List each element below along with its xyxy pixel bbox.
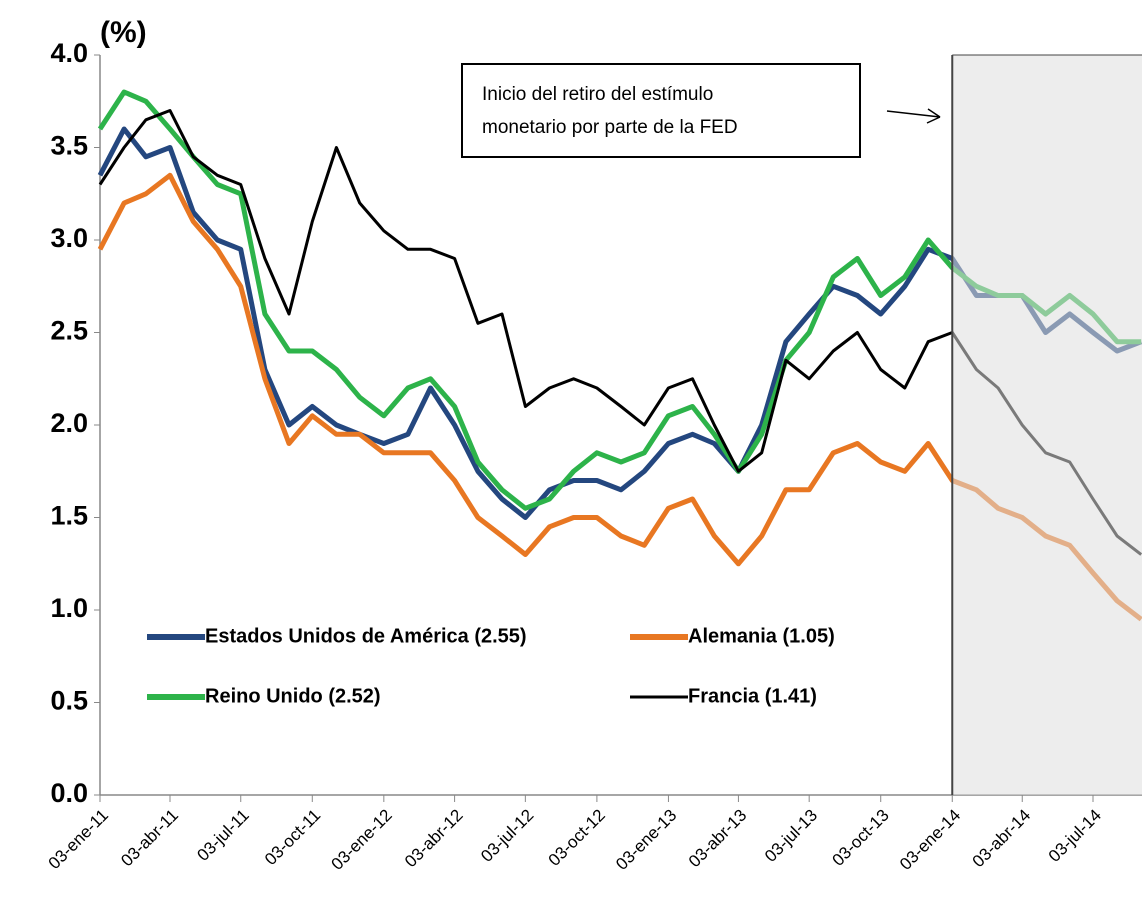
arrow-head (926, 108, 941, 124)
annotation-text: monetario por parte de la FED (482, 117, 738, 138)
y-tick-label: 0.0 (50, 778, 88, 808)
x-tick-label: 03-jul-14 (1045, 806, 1105, 866)
y-tick-label: 3.0 (50, 223, 88, 253)
y-tick-label: 1.5 (50, 501, 88, 531)
x-tick-label: 03-oct-12 (545, 806, 609, 870)
y-tick-label: 1.0 (50, 593, 88, 623)
x-tick-label: 03-ene-12 (328, 806, 396, 874)
x-tick-label: 03-abr-11 (117, 806, 182, 871)
annotation-text: Inicio del retiro del estímulo (482, 84, 713, 105)
x-tick-label: 03-abr-12 (401, 806, 467, 872)
x-tick-label: 03-ene-13 (612, 806, 680, 874)
x-tick-label: 03-oct-11 (261, 806, 324, 869)
y-tick-label: 3.5 (50, 131, 88, 161)
x-tick-label: 03-jul-12 (477, 806, 537, 866)
y-tick-label: 2.0 (50, 408, 88, 438)
x-tick-label: 03-ene-14 (896, 806, 964, 874)
y-tick-label: 0.5 (50, 686, 88, 716)
legend-label: Estados Unidos de América (2.55) (205, 625, 527, 647)
x-tick-label: 03-ene-11 (45, 806, 112, 873)
y-axis-label: (%) (100, 16, 147, 49)
x-tick-label: 03-oct-13 (828, 806, 892, 870)
y-tick-label: 2.5 (50, 316, 88, 346)
legend-label: Francia (1.41) (688, 685, 817, 707)
legend-label: Reino Unido (2.52) (205, 685, 381, 707)
x-tick-label: 03-abr-13 (685, 806, 751, 872)
legend-label: Alemania (1.05) (688, 625, 835, 647)
shaded-period (952, 55, 1142, 795)
x-tick-label: 03-abr-14 (969, 806, 1035, 872)
x-tick-label: 03-jul-13 (761, 806, 821, 866)
annotation-box (461, 63, 861, 158)
y-tick-label: 4.0 (50, 38, 88, 68)
x-tick-label: 03-jul-11 (193, 806, 252, 865)
annotation-arrow (886, 110, 941, 118)
